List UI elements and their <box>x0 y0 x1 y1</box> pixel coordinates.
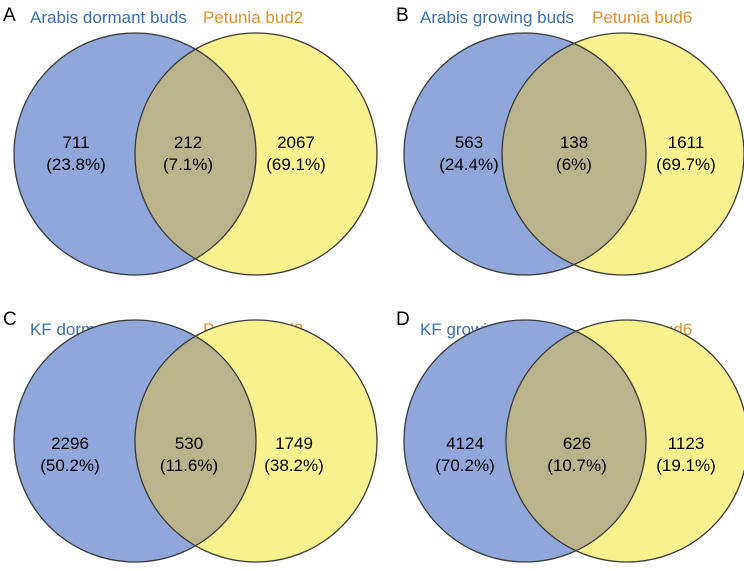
left-set-outline <box>403 32 647 276</box>
right-only-count: 1611 <box>668 133 705 152</box>
left-only-count: 2296 <box>51 434 89 453</box>
right-set-label: Petunia bud6 <box>592 8 692 27</box>
panel-letter: B <box>396 5 409 26</box>
venn-panel-c: C KF dormant buds Petunia bud2 2296 (50.… <box>3 309 378 563</box>
right-set-outline <box>505 319 744 563</box>
overlap-region <box>502 33 646 275</box>
right-only-percent: (19.1%) <box>656 456 716 475</box>
venn-panel-d: D KF growing buds Petunia bud6 4124 (70.… <box>396 309 744 563</box>
left-set-label: Arabis dormant buds <box>30 8 187 27</box>
right-set-outline <box>134 32 378 276</box>
left-set-outline <box>13 32 257 276</box>
left-only-count: 563 <box>455 133 483 152</box>
left-only-percent: (70.2%) <box>435 456 495 475</box>
overlap-percent: (10.7%) <box>547 456 607 475</box>
left-set-outline <box>403 319 647 563</box>
overlap-count: 212 <box>174 133 202 152</box>
overlap-percent: (6%) <box>556 155 592 174</box>
panel-letter: A <box>3 5 16 26</box>
overlap-count: 530 <box>175 434 203 453</box>
panel-letter: C <box>3 309 17 330</box>
left-set-outline <box>13 319 257 563</box>
right-only-count: 1749 <box>275 434 313 453</box>
overlap-region <box>135 320 256 562</box>
venn-panel-b: B Arabis growing buds Petunia bud6 563 (… <box>396 5 744 276</box>
right-only-percent: (69.1%) <box>266 155 326 174</box>
right-set-outline <box>501 32 744 276</box>
right-set-label: Petunia bud2 <box>203 8 303 27</box>
left-only-count: 711 <box>62 133 89 152</box>
right-set-outline <box>134 319 378 563</box>
left-set-label: Arabis growing buds <box>420 8 574 27</box>
right-only-percent: (38.2%) <box>264 456 324 475</box>
overlap-region <box>135 33 256 275</box>
left-only-percent: (50.2%) <box>40 456 100 475</box>
venn-panel-a: A Arabis dormant buds Petunia bud2 711 (… <box>3 5 378 276</box>
right-only-count: 2067 <box>277 133 315 152</box>
overlap-count: 626 <box>563 434 591 453</box>
right-only-percent: (69.7%) <box>656 155 716 174</box>
left-only-percent: (23.8%) <box>46 155 106 174</box>
left-only-percent: (24.4%) <box>439 155 499 174</box>
right-only-count: 1123 <box>668 434 705 453</box>
overlap-region <box>506 320 646 562</box>
panel-letter: D <box>396 309 410 330</box>
overlap-percent: (7.1%) <box>163 155 213 174</box>
overlap-count: 138 <box>560 133 588 152</box>
overlap-percent: (11.6%) <box>160 456 218 475</box>
left-only-count: 4124 <box>446 434 484 453</box>
